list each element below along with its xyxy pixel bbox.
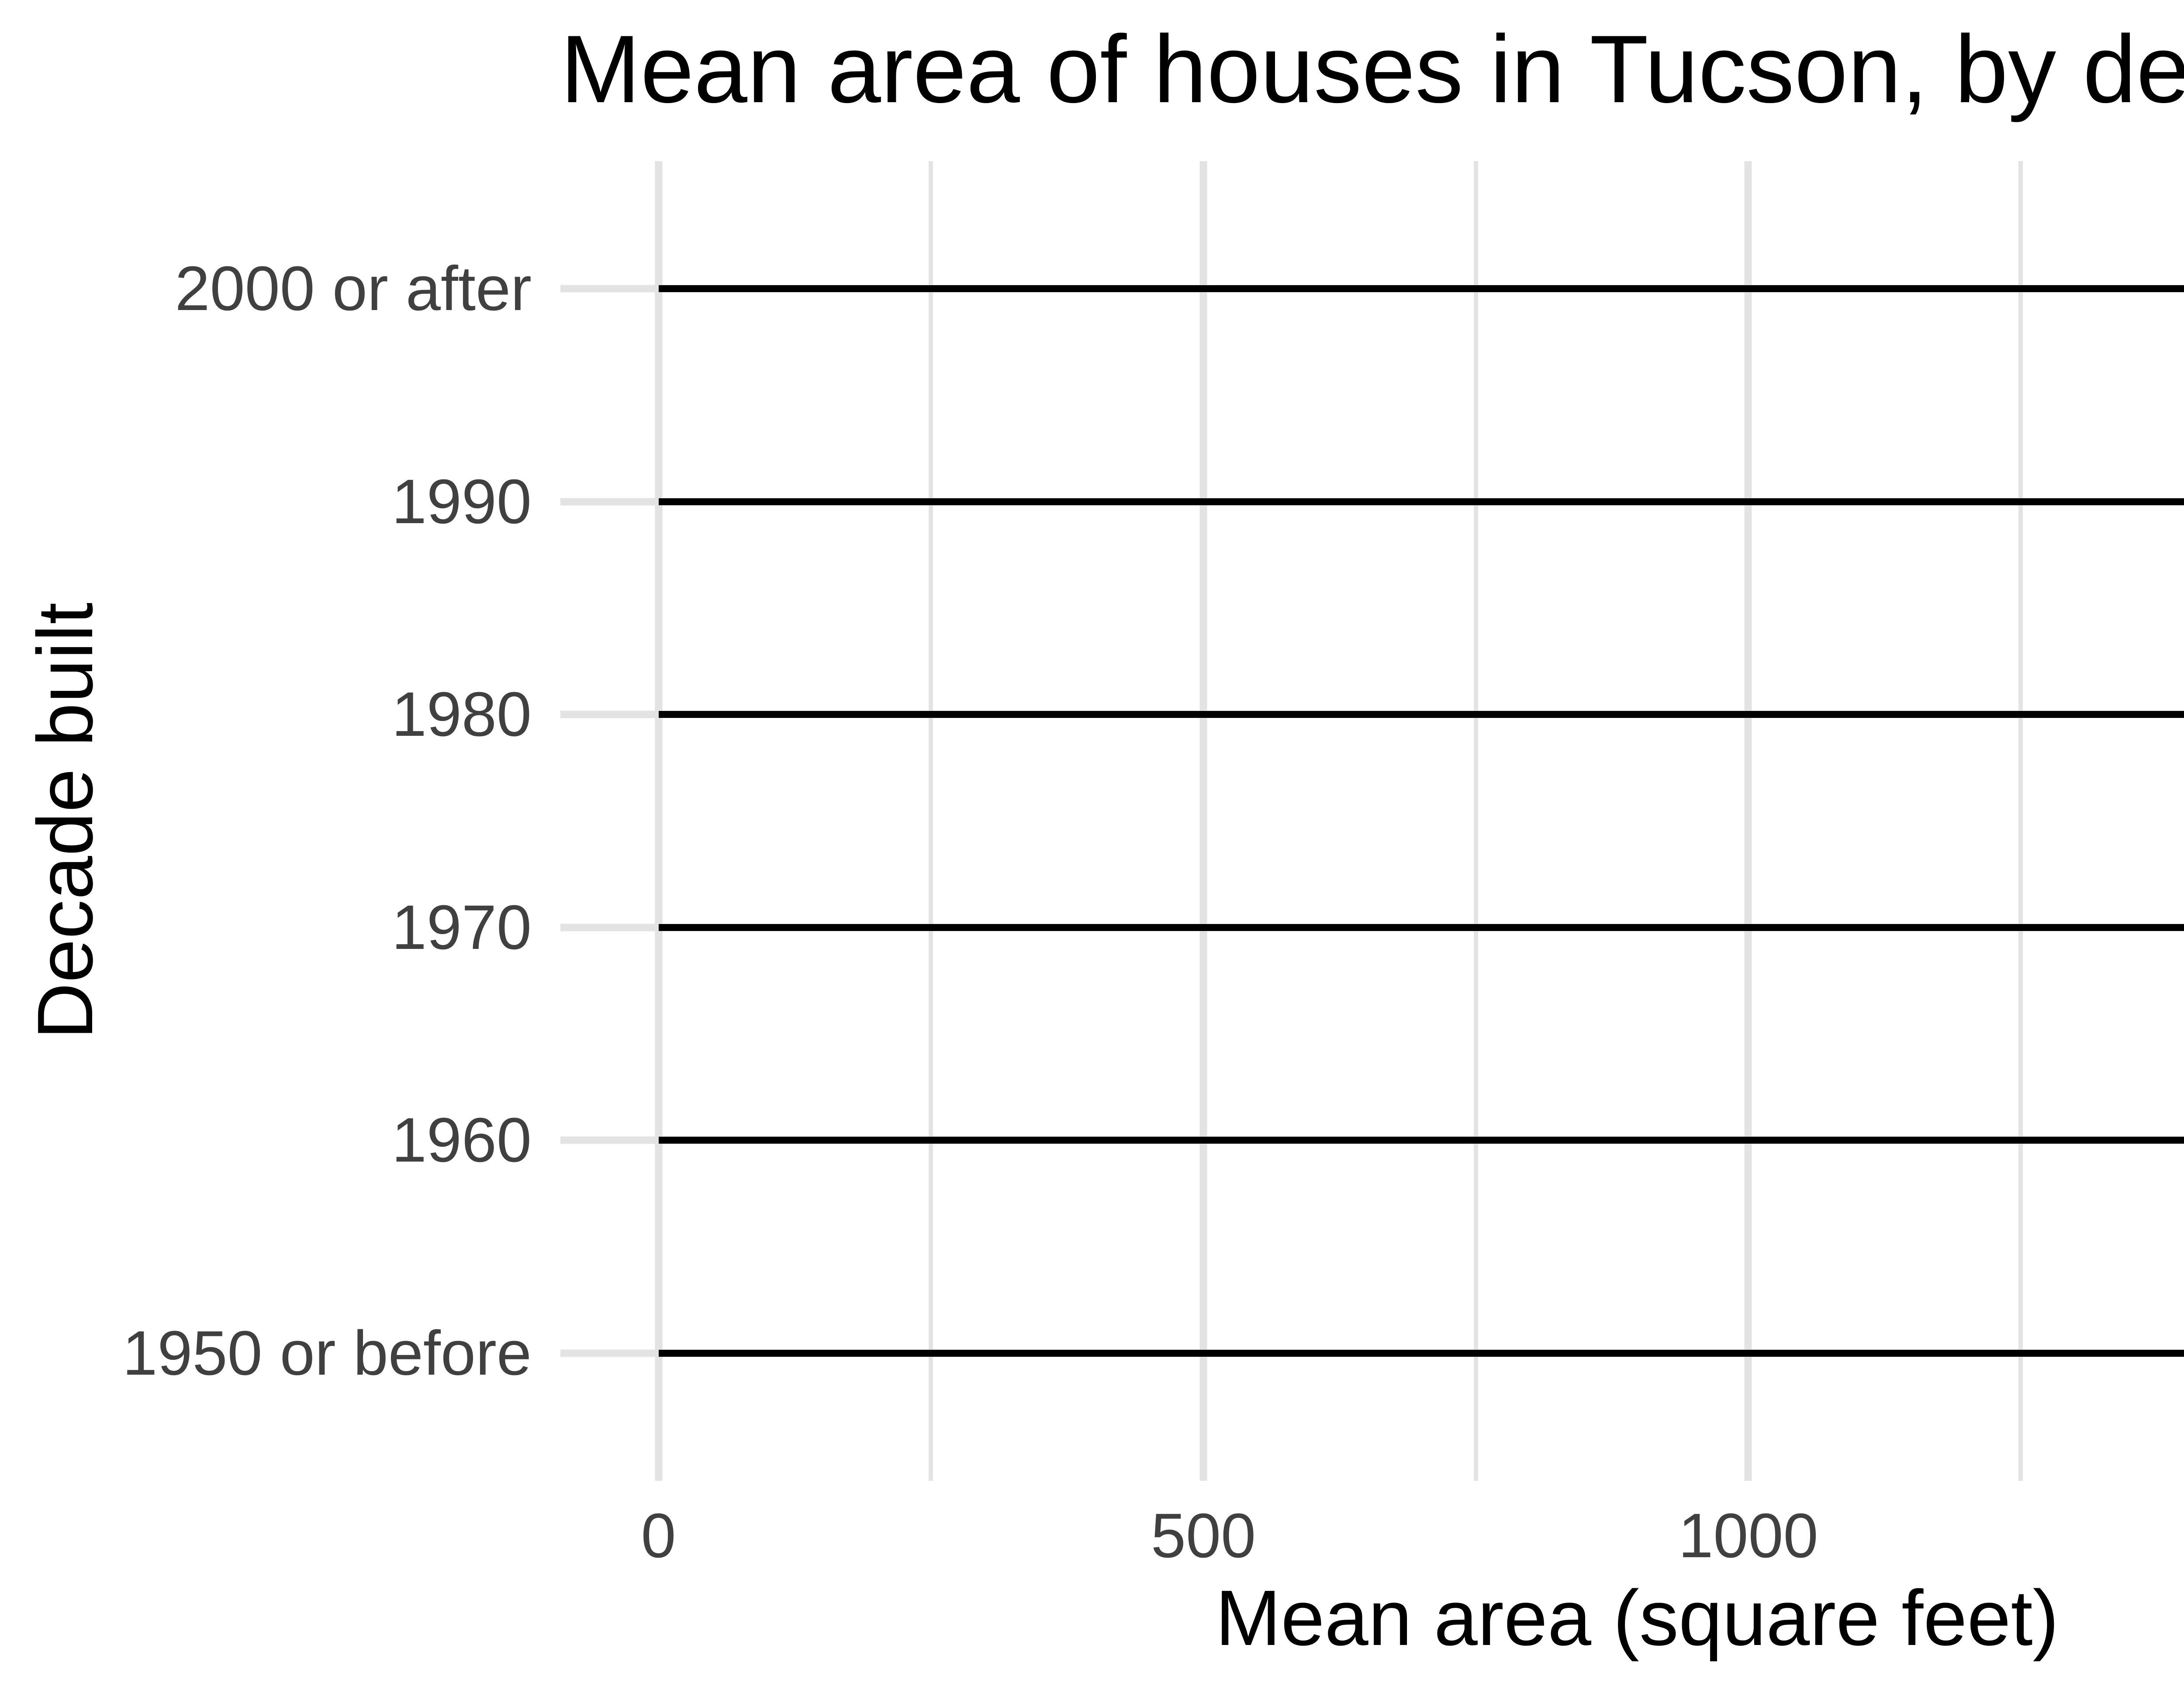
x-tick-label: 0 [641, 1500, 676, 1571]
x-tick-label: 500 [1151, 1500, 1256, 1571]
lollipop-stem [658, 1349, 2184, 1357]
chart-title: Mean area of houses in Tucson, by decade… [560, 15, 2184, 123]
y-tick-label: 1990 [391, 466, 532, 537]
x-axis-title: Mean area (square feet) [1215, 1574, 2059, 1662]
gridline-major-x-1000 [1744, 161, 1752, 1481]
gridline-major-x-500 [1199, 161, 1207, 1481]
y-tick-label: 1980 [391, 679, 532, 750]
lollipop-stem [658, 498, 2184, 505]
plot-panel [560, 161, 2184, 1481]
lollipop-stem [658, 1137, 2184, 1144]
y-tick-label: 1960 [391, 1105, 532, 1176]
y-axis-title: Decade built [21, 602, 109, 1040]
gridline-minor-x-250 [929, 161, 933, 1481]
lollipop-stem [658, 924, 2184, 931]
gridline-minor-x-750 [1473, 161, 1478, 1481]
y-tick-label: 1950 or before [122, 1317, 532, 1388]
x-tick-label: 1000 [1678, 1500, 1818, 1571]
y-tick-label: 2000 or after [175, 253, 532, 324]
gridline-minor-x-1250 [2018, 161, 2023, 1481]
gridline-major-x-0 [655, 161, 663, 1481]
lollipop-stem [658, 285, 2184, 293]
lollipop-stem [658, 711, 2184, 718]
y-tick-label: 1970 [391, 892, 532, 962]
